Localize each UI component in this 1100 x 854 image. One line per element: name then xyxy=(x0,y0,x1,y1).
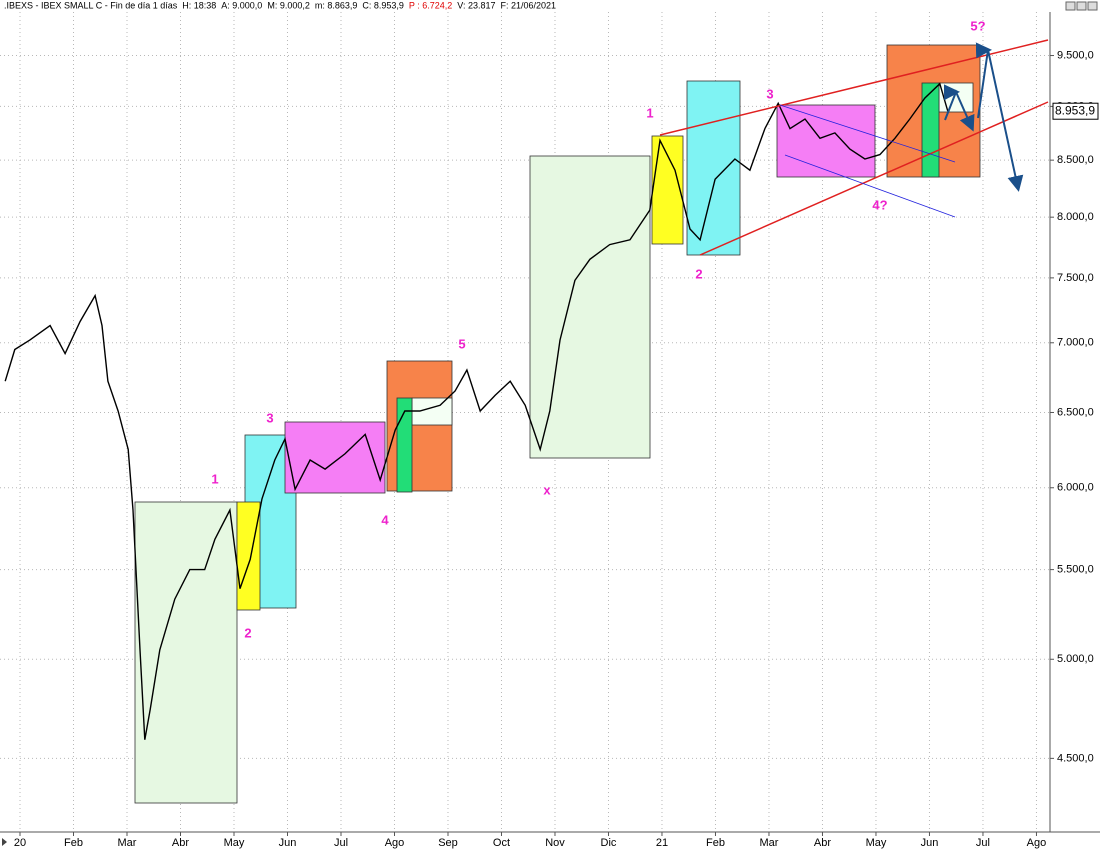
window-controls xyxy=(1065,1,1098,11)
header: .IBEXS - IBEX SMALL C - Fin de día 1 día… xyxy=(4,0,556,10)
x-tick-label: 21 xyxy=(656,837,668,849)
x-tick-label: Jul xyxy=(334,837,348,849)
box xyxy=(921,82,940,178)
scroll-marker xyxy=(2,838,7,846)
x-tick-label: Nov xyxy=(545,837,565,849)
y-tick-label: 5.500,0 xyxy=(1057,564,1094,576)
wave-label: 4 xyxy=(381,512,389,527)
x-tick-label: Jun xyxy=(921,837,939,849)
projection-arrow xyxy=(943,84,975,132)
wave-label: 1 xyxy=(211,471,218,486)
y-tick-label: 7.500,0 xyxy=(1057,272,1094,284)
last-price-label: 8.953,9 xyxy=(1055,103,1095,117)
header-field: V: 23.817 xyxy=(457,0,495,10)
trend-line xyxy=(779,104,956,163)
close-button[interactable] xyxy=(1087,1,1098,11)
wave-label: 3 xyxy=(266,410,273,425)
price-line xyxy=(4,82,949,740)
x-tick-label: Dic xyxy=(601,837,617,849)
minimize-button[interactable] xyxy=(1065,1,1076,11)
y-tick-label: 4.500,0 xyxy=(1057,752,1094,764)
box xyxy=(776,104,876,178)
box xyxy=(686,80,741,256)
x-tick-label: Abr xyxy=(814,837,831,849)
wave-label: 2 xyxy=(244,625,251,640)
box xyxy=(284,421,386,494)
trend-lines xyxy=(659,39,1049,256)
chart-title: .IBEXS - IBEX SMALL C - Fin de día 1 día… xyxy=(4,0,178,10)
box xyxy=(529,155,651,459)
annotations: 1 2 3 4 5 x 1 2 3 4? 5? xyxy=(211,18,985,640)
x-tick-label: Ago xyxy=(1027,837,1047,849)
x-tick-label: Oct xyxy=(493,837,510,849)
box xyxy=(651,135,684,245)
wave-label: 4? xyxy=(872,197,887,212)
trend-line xyxy=(784,154,956,218)
x-tick-label: Abr xyxy=(172,837,189,849)
box xyxy=(396,397,413,493)
wave-label: 5 xyxy=(458,336,465,351)
x-tick-label: Mar xyxy=(118,837,137,849)
x-tick-label: Sep xyxy=(438,837,458,849)
last-price: 8.953,9 xyxy=(1052,102,1099,120)
series xyxy=(4,82,949,740)
x-tick-label: Ago xyxy=(385,837,405,849)
y-tick-label: 5.000,0 xyxy=(1057,653,1094,665)
x-tick-label: Mar xyxy=(759,837,778,849)
y-tick-label: 8.000,0 xyxy=(1057,211,1094,223)
header-field: A: 9.000,0 xyxy=(221,0,262,10)
last-price-box xyxy=(1052,102,1099,120)
y-tick-label: 6.000,0 xyxy=(1057,482,1094,494)
header-field: F: 21/06/2021 xyxy=(501,0,557,10)
header-field: M: 9.000,2 xyxy=(267,0,310,10)
x-tick-label: Feb xyxy=(64,837,83,849)
wave-boxes xyxy=(134,44,981,804)
box xyxy=(134,501,238,804)
x-tick-label: Jul xyxy=(976,837,990,849)
header-field: P : 6.724,2 xyxy=(409,0,452,10)
y-tick-label: 7.000,0 xyxy=(1057,337,1094,349)
wave-label: x xyxy=(543,482,551,497)
maximize-button[interactable] xyxy=(1076,1,1087,11)
x-tick-label: May xyxy=(866,837,887,849)
x-tick-label: Jun xyxy=(279,837,297,849)
y-tick-label: 6.500,0 xyxy=(1057,406,1094,418)
x-tick-label: May xyxy=(224,837,245,849)
x-tick-label: Feb xyxy=(706,837,725,849)
wave-label: 5? xyxy=(970,18,985,33)
header-field: H: 18:38 xyxy=(182,0,216,10)
y-tick-label: 9.500,0 xyxy=(1057,49,1094,61)
wave-label: 2 xyxy=(695,266,702,281)
projection-arrow xyxy=(975,42,1024,192)
wave-label: 3 xyxy=(766,86,773,101)
wave-label: 1 xyxy=(646,105,653,120)
header-field: C: 8.953,9 xyxy=(362,0,404,10)
box xyxy=(236,501,261,611)
y-tick-label: 8.500,0 xyxy=(1057,154,1094,166)
x-tick-label: 20 xyxy=(14,837,26,849)
header-field: m: 8.863,9 xyxy=(315,0,358,10)
